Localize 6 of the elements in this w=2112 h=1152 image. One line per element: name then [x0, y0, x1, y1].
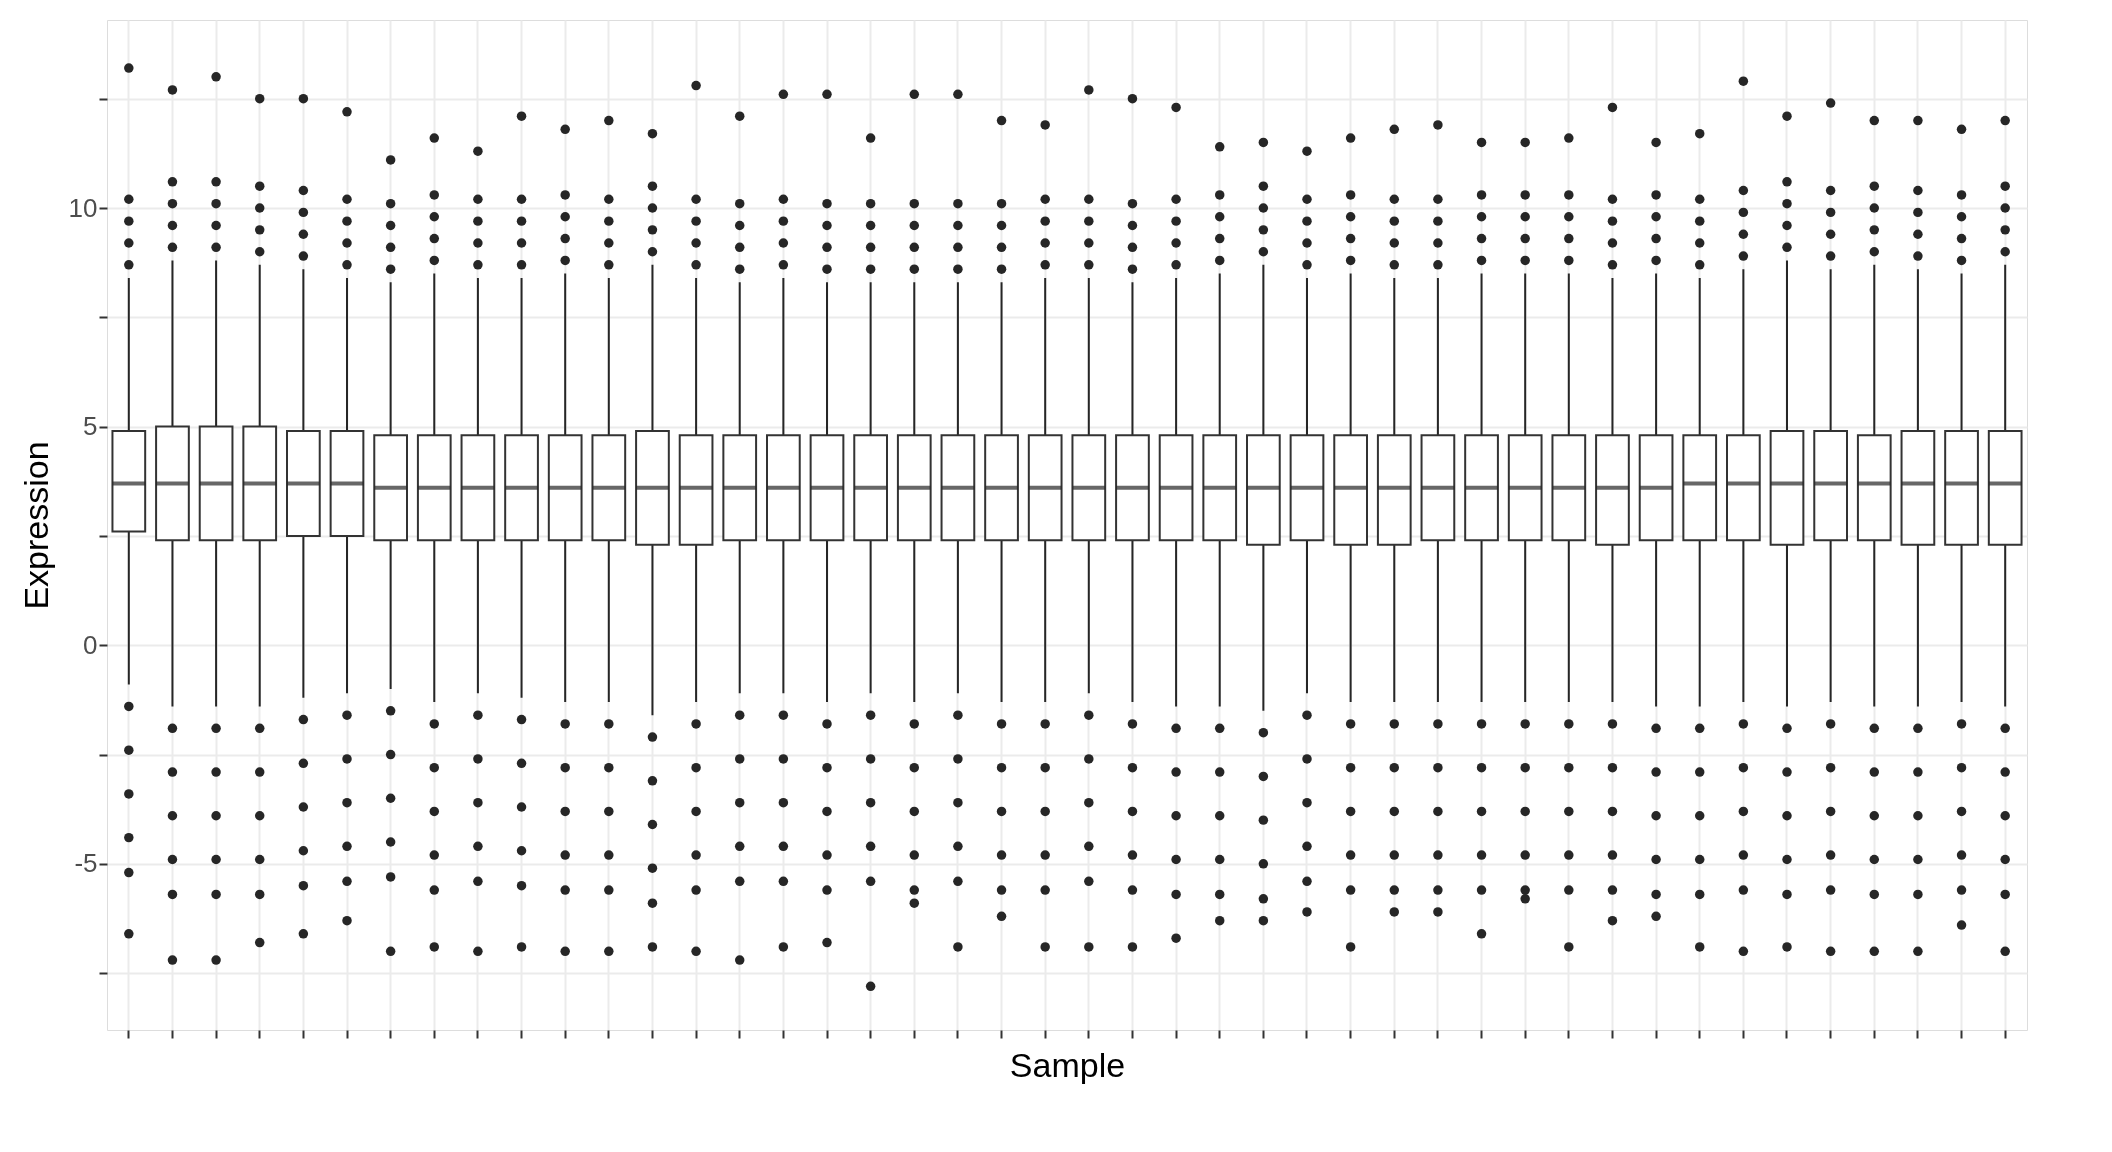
- y-tick-label: -5: [74, 848, 98, 879]
- x-axis-title: Sample: [1009, 1045, 1126, 1084]
- y-tick-label: 0: [83, 629, 98, 660]
- y-tick-label: 5: [83, 411, 98, 442]
- y-tick-label: 10: [68, 192, 98, 223]
- y-axis-title: Expression: [16, 441, 55, 610]
